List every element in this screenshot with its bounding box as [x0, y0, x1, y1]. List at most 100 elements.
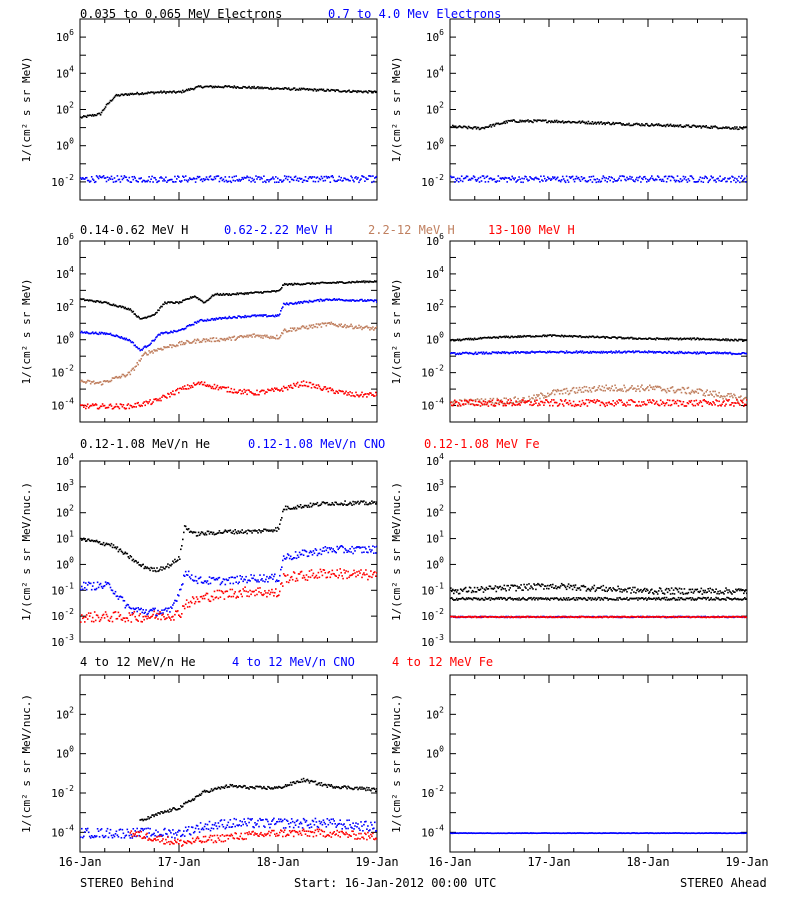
data-point — [650, 177, 652, 179]
data-point — [168, 332, 170, 334]
data-point — [648, 125, 650, 127]
data-point — [269, 389, 271, 391]
data-point — [288, 579, 291, 581]
data-point — [670, 386, 673, 389]
data-point — [705, 391, 707, 393]
y-tick-label: 100 — [426, 331, 444, 347]
data-point — [369, 90, 371, 93]
data-point — [269, 337, 271, 340]
data-point — [625, 352, 627, 354]
data-point — [264, 392, 266, 395]
data-point — [497, 399, 500, 401]
data-point — [568, 399, 571, 402]
data-point — [644, 124, 646, 127]
data-point — [487, 400, 490, 402]
data-point — [166, 617, 168, 619]
data-point — [727, 400, 729, 402]
data-point — [134, 615, 136, 618]
data-point — [327, 551, 330, 554]
data-point — [335, 89, 337, 91]
data-point — [366, 281, 368, 283]
data-point — [294, 385, 297, 387]
data-point — [659, 178, 662, 181]
data-point — [286, 88, 289, 90]
data-point — [321, 177, 324, 180]
data-point — [173, 344, 175, 347]
data-point — [213, 86, 216, 89]
data-point — [314, 299, 317, 302]
data-point — [502, 122, 505, 124]
data-point — [552, 351, 554, 353]
data-point — [282, 573, 285, 575]
data-point — [659, 351, 662, 353]
data-point — [462, 352, 465, 354]
data-point — [460, 339, 463, 341]
data-point — [101, 109, 104, 112]
data-point — [234, 529, 236, 531]
data-point — [286, 505, 289, 508]
data-point — [461, 338, 464, 341]
data-point — [187, 570, 190, 573]
data-point — [100, 111, 103, 114]
data-point — [613, 351, 615, 354]
data-point — [356, 546, 358, 548]
data-point — [265, 391, 267, 393]
data-point — [269, 593, 271, 596]
data-point — [372, 91, 374, 94]
data-point — [200, 318, 203, 321]
data-point — [242, 316, 244, 318]
data-point — [127, 556, 130, 558]
data-point — [244, 531, 246, 533]
data-point — [618, 389, 620, 391]
data-point — [366, 91, 368, 93]
data-point — [83, 616, 85, 619]
data-point — [333, 504, 335, 506]
data-point — [301, 385, 304, 387]
data-point — [204, 384, 207, 387]
data-point — [259, 574, 261, 576]
data-point — [612, 351, 614, 353]
data-point — [466, 338, 469, 341]
data-point — [129, 373, 132, 376]
data-point — [551, 335, 553, 338]
series-points — [450, 119, 747, 184]
data-point — [189, 87, 192, 90]
data-point — [492, 351, 495, 354]
data-point — [323, 322, 326, 325]
data-point — [671, 351, 674, 353]
data-point — [663, 404, 666, 407]
data-point — [284, 87, 287, 89]
data-point — [356, 571, 358, 573]
data-point — [149, 352, 151, 354]
data-point — [230, 387, 233, 390]
data-point — [547, 401, 549, 403]
data-point — [241, 316, 243, 318]
data-point — [720, 339, 722, 341]
data-point — [188, 342, 191, 344]
data-point — [116, 305, 119, 308]
data-point — [312, 572, 315, 575]
data-point — [200, 341, 203, 343]
data-point — [684, 351, 687, 354]
data-point — [215, 386, 218, 389]
data-point — [217, 85, 220, 88]
data-point — [570, 598, 573, 600]
data-point — [554, 401, 557, 404]
data-point — [683, 337, 686, 340]
data-point — [128, 407, 131, 410]
data-point — [671, 337, 674, 340]
data-point — [347, 570, 349, 573]
data-point — [365, 501, 367, 504]
data-point — [285, 581, 288, 583]
data-point — [112, 181, 115, 183]
y-tick-label: 101 — [56, 530, 74, 546]
data-point — [183, 575, 186, 577]
data-point — [452, 401, 454, 404]
data-point — [271, 315, 273, 317]
data-point — [240, 87, 242, 89]
data-point — [85, 299, 87, 301]
data-point — [198, 534, 201, 536]
data-point — [501, 598, 504, 600]
data-point — [216, 86, 219, 88]
data-point — [623, 337, 625, 340]
